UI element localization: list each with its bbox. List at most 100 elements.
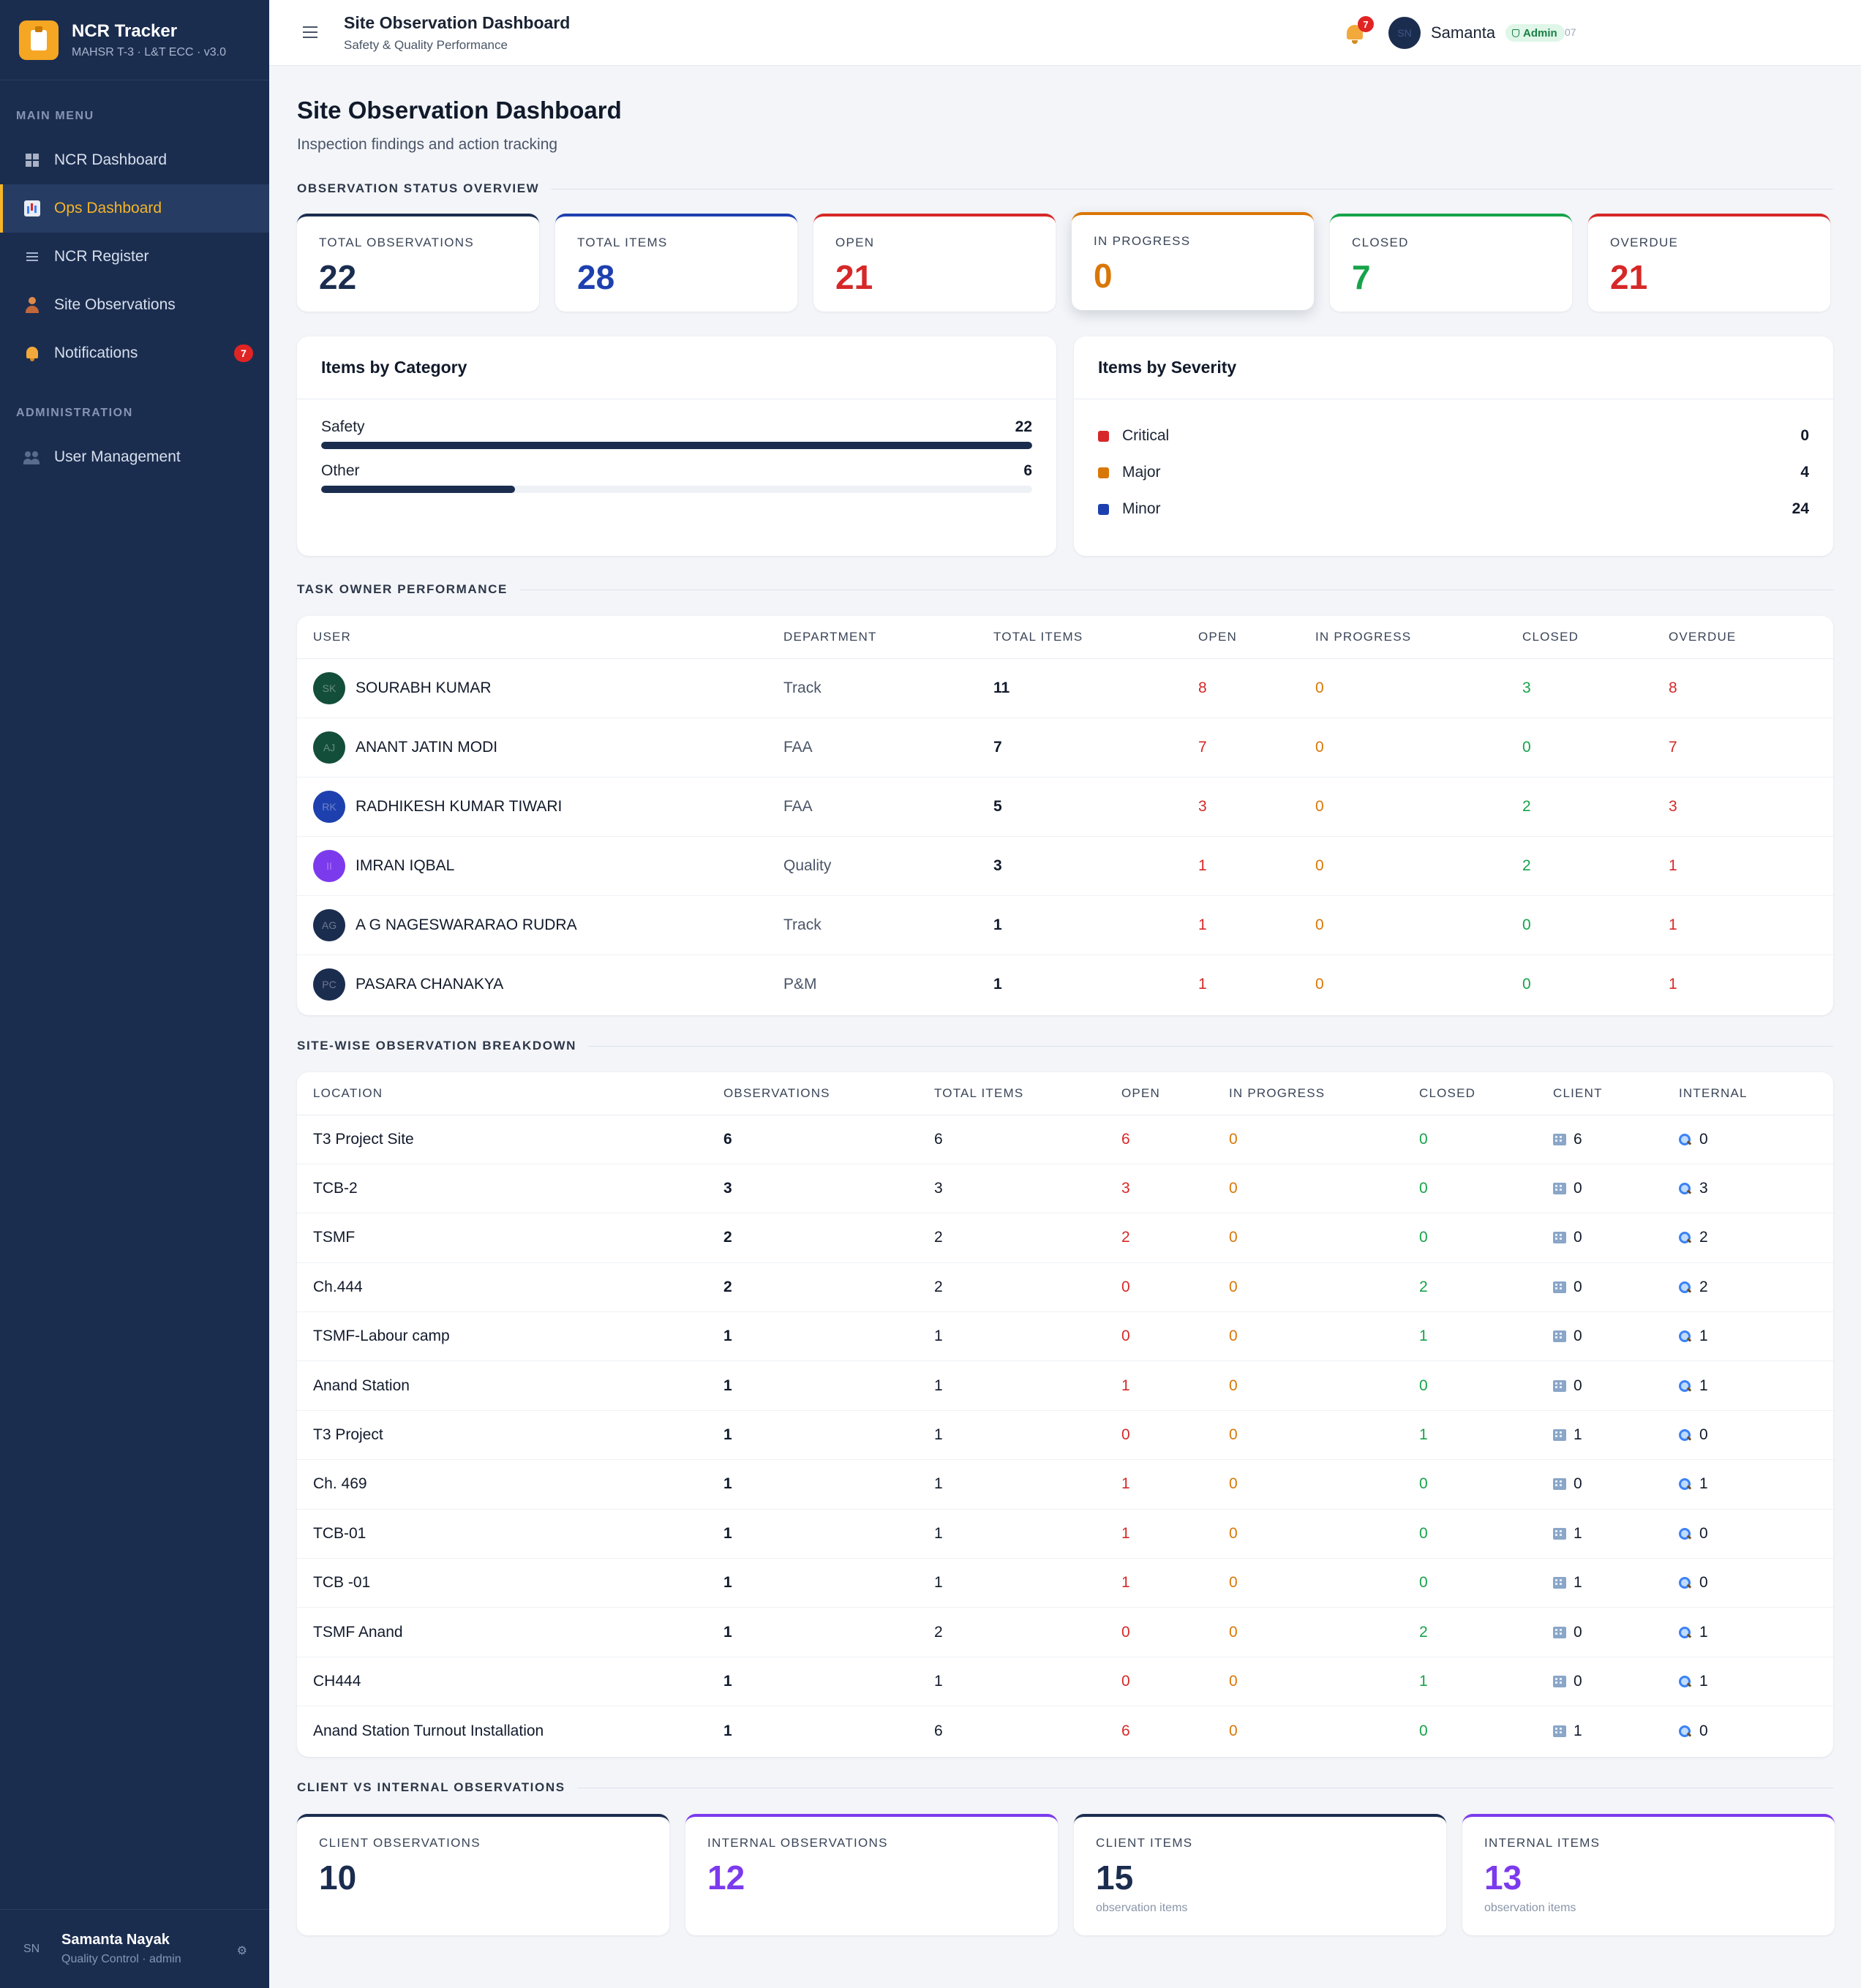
stat-card-internal-items[interactable]: INTERNAL ITEMS 13 observation items <box>1462 1814 1835 1935</box>
stat-card-internal-observations[interactable]: INTERNAL OBSERVATIONS 12 <box>685 1814 1058 1935</box>
sidebar-item-site-observations[interactable]: Site Observations <box>0 281 269 329</box>
table-row[interactable]: SK SOURABH KUMAR Track 11 8 0 3 8 <box>297 658 1833 718</box>
closed-cell: 2 <box>1522 777 1669 837</box>
open-cell: 3 <box>1198 777 1315 837</box>
column-header: CLIENT <box>1553 1072 1679 1115</box>
table-row[interactable]: RK RADHIKESH KUMAR TIWARI FAA 5 3 0 2 3 <box>297 777 1833 837</box>
category-value: 6 <box>1023 462 1032 479</box>
total-items-cell: 6 <box>934 1115 1121 1164</box>
table-row[interactable]: AJ ANANT JATIN MODI FAA 7 7 0 0 7 <box>297 718 1833 777</box>
in-progress-cell: 0 <box>1315 895 1522 955</box>
open-cell: 0 <box>1121 1262 1229 1313</box>
internal-count: 1 <box>1699 1623 1708 1641</box>
client-count: 1 <box>1574 1574 1582 1592</box>
grid-icon <box>23 151 41 169</box>
stat-card-closed[interactable]: CLOSED 7 <box>1330 214 1572 312</box>
table-row[interactable]: II IMRAN IQBAL Quality 3 1 0 2 1 <box>297 836 1833 896</box>
internal-cell: 2 <box>1679 1213 1833 1263</box>
internal-cell: 1 <box>1679 1607 1833 1657</box>
table-row[interactable]: Anand Station 1 1 1 0 0 0 1 <box>297 1360 1833 1411</box>
stat-label: OPEN <box>835 236 875 249</box>
column-header: OBSERVATIONS <box>723 1072 934 1115</box>
sidebar-item-label: Site Observations <box>54 296 176 313</box>
client-cell: 0 <box>1553 1262 1679 1313</box>
brand[interactable]: NCR Tracker MAHSR T-3 · L&T ECC · v3.0 <box>0 0 269 80</box>
open-cell: 1 <box>1121 1360 1229 1411</box>
internal-cell: 1 <box>1679 1360 1833 1411</box>
table-row[interactable]: T3 Project 1 1 0 0 1 1 0 <box>297 1410 1833 1461</box>
sidebar: NCR Tracker MAHSR T-3 · L&T ECC · v3.0 M… <box>0 0 269 1988</box>
notification-count-badge: 7 <box>234 344 253 362</box>
sidebar-item-user-management[interactable]: User Management <box>0 433 269 481</box>
closed-cell: 0 <box>1522 895 1669 955</box>
table-row[interactable]: PC PASARA CHANAKYA P&M 1 1 0 0 1 <box>297 955 1833 1014</box>
open-cell: 0 <box>1121 1410 1229 1461</box>
client-count: 6 <box>1574 1130 1582 1148</box>
header-user-name[interactable]: Samanta <box>1431 23 1496 42</box>
table-row[interactable]: Anand Station Turnout Installation 1 6 6 0 0 1… <box>297 1706 1833 1755</box>
closed-cell: 1 <box>1419 1410 1553 1461</box>
internal-cell: 1 <box>1679 1459 1833 1510</box>
total-items-cell: 1 <box>934 1657 1121 1707</box>
sidebar-user[interactable]: SN Samanta Nayak Quality Control · admin… <box>0 1909 269 1988</box>
user-cell: SK SOURABH KUMAR <box>297 658 783 718</box>
stat-card-client-observations[interactable]: CLIENT OBSERVATIONS 10 <box>297 1814 669 1935</box>
closed-cell: 0 <box>1419 1509 1553 1559</box>
sidebar-item-ncr-register[interactable]: NCR Register <box>0 233 269 281</box>
category-bar <box>321 486 1032 493</box>
user-name: ANANT JATIN MODI <box>356 738 498 756</box>
sidebar-item-label: Ops Dashboard <box>54 200 162 217</box>
internal-count: 0 <box>1699 1426 1708 1444</box>
location-cell: T3 Project Site <box>297 1115 723 1164</box>
closed-cell: 2 <box>1419 1607 1553 1657</box>
internal-cell: 2 <box>1679 1262 1833 1313</box>
table-row[interactable]: CH444 1 1 0 0 1 0 1 <box>297 1657 1833 1707</box>
closed-cell: 3 <box>1522 658 1669 718</box>
closed-cell: 0 <box>1522 975 1531 993</box>
table-row[interactable]: TSMF 2 2 2 0 0 0 2 <box>297 1213 1833 1263</box>
stat-card-total-items[interactable]: TOTAL ITEMS 28 <box>555 214 797 312</box>
location-cell: TCB -01 <box>297 1558 723 1608</box>
sidebar-item-ops-dashboard[interactable]: Ops Dashboard <box>0 184 269 233</box>
stat-note: observation items <box>1484 1902 1576 1914</box>
sidebar-item-label: Notifications <box>54 344 138 361</box>
table-row[interactable]: TSMF-Labour camp 1 1 0 0 1 0 1 <box>297 1311 1833 1362</box>
stat-card-total-observations[interactable]: TOTAL OBSERVATIONS 22 <box>297 214 539 312</box>
table-row[interactable]: TCB-2 3 3 3 0 0 0 3 <box>297 1164 1833 1214</box>
avatar: SK <box>313 671 345 704</box>
stat-value: 13 <box>1484 1859 1522 1897</box>
stat-card-in-progress[interactable]: IN PROGRESS 0 <box>1072 212 1314 310</box>
page-subtitle: Inspection findings and action tracking <box>297 136 558 153</box>
department-cell: Track <box>783 895 993 955</box>
in-progress-cell: 0 <box>1229 1213 1419 1263</box>
stat-card-overdue[interactable]: OVERDUE 21 <box>1588 214 1830 312</box>
table-row[interactable]: T3 Project Site 6 6 6 0 0 6 0 <box>297 1115 1833 1164</box>
table-row[interactable]: Ch.444 2 2 0 0 2 0 2 <box>297 1262 1833 1313</box>
sidebar-item-label: NCR Register <box>54 248 149 265</box>
table-row[interactable]: TCB -01 1 1 1 0 0 1 0 <box>297 1558 1833 1608</box>
table-row[interactable]: TSMF Anand 1 2 0 0 2 0 1 <box>297 1607 1833 1657</box>
location-cell: TSMF <box>297 1213 723 1263</box>
observations-cell: 1 <box>723 1459 934 1510</box>
hamburger-menu-icon[interactable] <box>303 26 317 38</box>
client-cell: 0 <box>1553 1213 1679 1263</box>
stat-card-open[interactable]: OPEN 21 <box>813 214 1056 312</box>
sidebar-item-notifications[interactable]: Notifications 7 <box>0 329 269 377</box>
avatar[interactable]: SN <box>1388 17 1421 49</box>
in-progress-cell: 0 <box>1229 1558 1419 1608</box>
site-breakdown-rows: T3 Project Site 6 6 6 0 0 6 0 TCB-2 3 3 3 0 0 0 3 TSMF 2 2… <box>297 1115 1833 1755</box>
main-menu-label: MAIN MENU <box>16 110 94 122</box>
stat-card-client-items[interactable]: CLIENT ITEMS 15 observation items <box>1074 1814 1446 1935</box>
open-cell: 1 <box>1198 895 1315 955</box>
client-count: 0 <box>1574 1475 1582 1493</box>
column-header: IN PROGRESS <box>1315 616 1522 659</box>
internal-count: 1 <box>1699 1475 1708 1493</box>
table-row[interactable]: Ch. 469 1 1 1 0 0 0 1 <box>297 1459 1833 1510</box>
severity-label: Major <box>1122 464 1161 481</box>
open-cell: 0 <box>1121 1311 1229 1362</box>
location-cell: TSMF-Labour camp <box>297 1311 723 1362</box>
gear-icon[interactable]: ⚙ <box>236 1945 247 1957</box>
sidebar-item-ncr-dashboard[interactable]: NCR Dashboard <box>0 136 269 184</box>
table-row[interactable]: AG A G NAGESWARARAO RUDRA Track 1 1 0 0 1 <box>297 895 1833 955</box>
table-row[interactable]: TCB-01 1 1 1 0 0 1 0 <box>297 1509 1833 1559</box>
